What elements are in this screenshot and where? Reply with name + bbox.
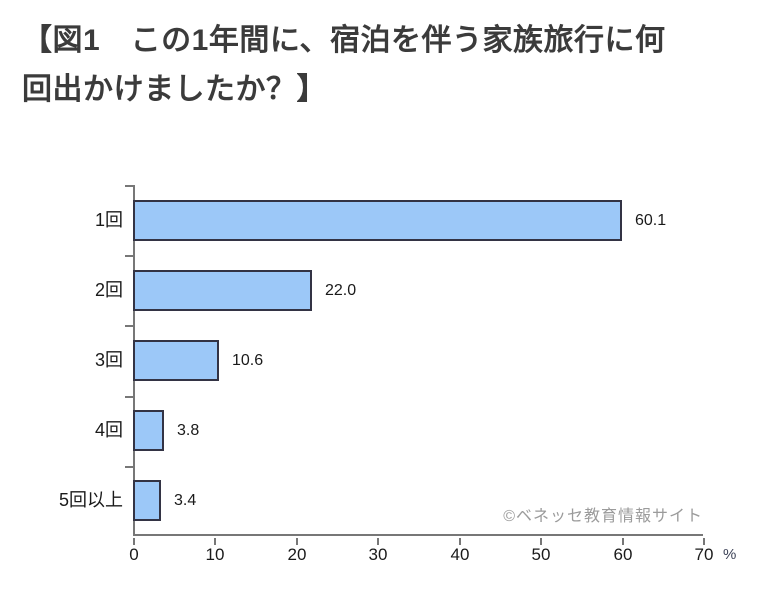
- x-axis-tick: [622, 538, 624, 545]
- bar: [133, 270, 312, 311]
- y-axis-tick: [125, 396, 133, 398]
- x-axis-tick: [133, 538, 135, 545]
- x-tick-label: 50: [531, 545, 551, 564]
- figure-title-line-1: 【図1 この1年間に、宿泊を伴う家族旅行に何: [22, 24, 666, 57]
- bar: [133, 200, 622, 241]
- bar-value-label: 22.0: [325, 282, 357, 299]
- bar-value-label: 3.4: [174, 492, 197, 509]
- category-label: 4回: [94, 420, 123, 440]
- figure-title-line-2: 回出かけましたか？】: [22, 73, 327, 106]
- y-axis-tick: [125, 325, 133, 327]
- y-axis-tick: [125, 185, 133, 187]
- bar-value-label: 60.1: [635, 212, 667, 229]
- x-tick-label: 10: [205, 545, 225, 564]
- x-axis-tick: [540, 538, 542, 545]
- category-label: 5回以上: [58, 490, 123, 510]
- copyright-watermark: ©ベネッセ教育情報サイト: [503, 508, 703, 525]
- bar-value-label: 3.8: [177, 422, 200, 439]
- x-axis-tick: [703, 538, 705, 545]
- figure-title: 【図1 この1年間に、宿泊を伴う家族旅行に何 回出かけましたか？】: [22, 16, 746, 114]
- y-axis-tick: [125, 255, 133, 257]
- bar: [133, 410, 164, 451]
- x-tick-label: 40: [450, 545, 470, 564]
- category-label: 2回: [94, 280, 123, 300]
- percent-unit-label: %: [723, 546, 737, 563]
- bar: [133, 480, 161, 521]
- bar-value-label: 10.6: [232, 352, 264, 369]
- x-tick-label: 30: [368, 545, 388, 564]
- x-axis-tick: [296, 538, 298, 545]
- x-tick-label: 60: [613, 545, 633, 564]
- y-axis-tick: [125, 466, 133, 468]
- category-label: 1回: [94, 210, 123, 230]
- x-axis-tick: [377, 538, 379, 545]
- x-tick-label: 20: [287, 545, 307, 564]
- category-label: 3回: [94, 350, 123, 370]
- x-axis-tick: [214, 538, 216, 545]
- bar: [133, 340, 219, 381]
- x-tick-label: 70: [694, 545, 714, 564]
- x-tick-label: 0: [129, 545, 139, 564]
- x-axis-tick: [459, 538, 461, 545]
